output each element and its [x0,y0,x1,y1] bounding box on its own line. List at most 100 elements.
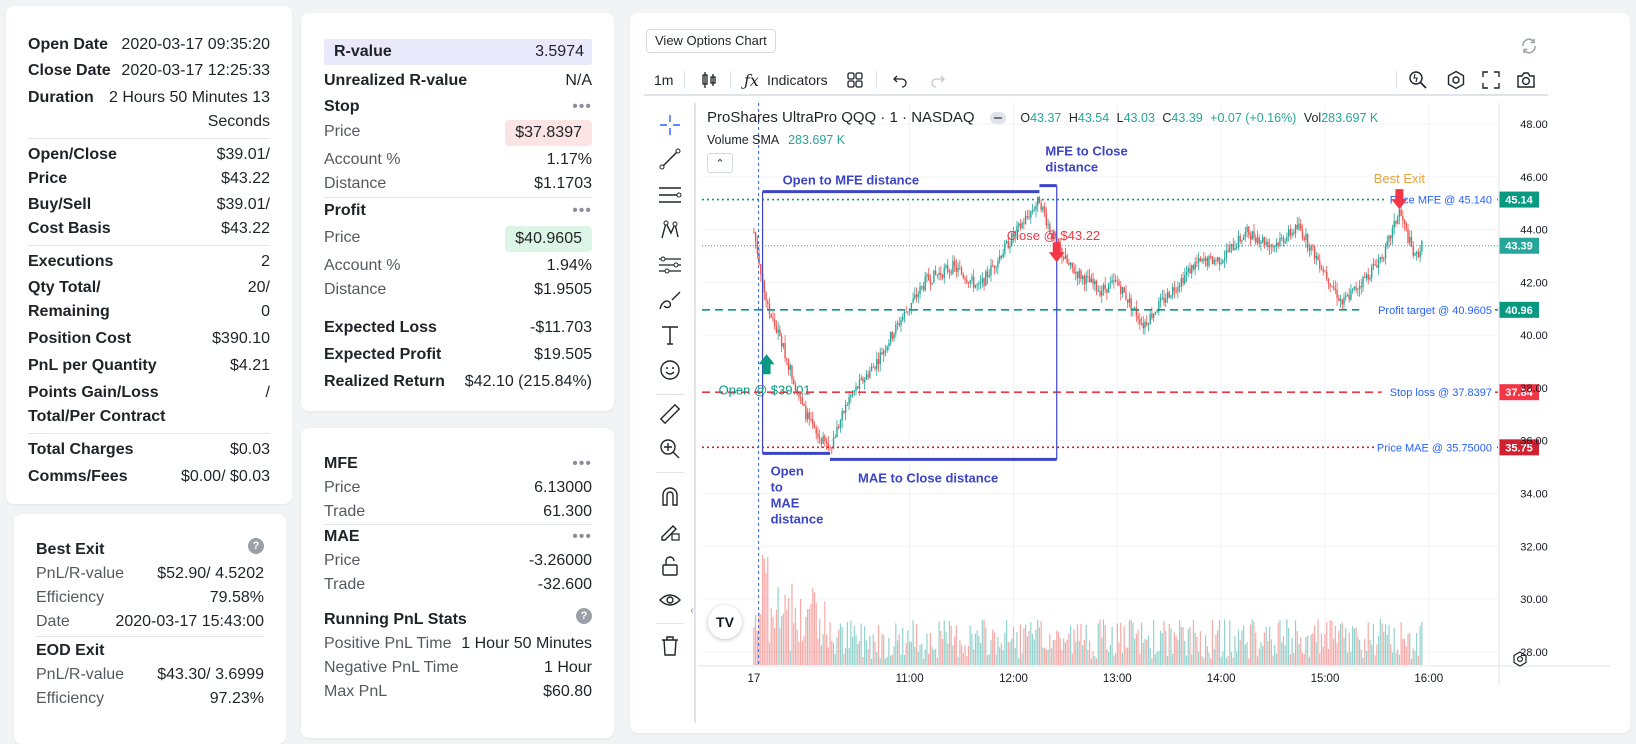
eye-icon[interactable] [648,585,692,615]
candle-body [1097,290,1099,292]
volume-bar [831,640,833,665]
price-chart[interactable]: Price MFE @ 45.140 45.14 43.39 Profit targe… [698,103,1610,723]
volume-bar [1011,638,1013,665]
profit-distance-row: Distance $1.9505 [324,281,592,298]
axis-settings-icon[interactable] [1512,651,1528,667]
layout-grid-icon[interactable] [846,67,864,93]
candle-body [877,359,880,365]
candle-body [817,433,819,438]
candle-body [1289,229,1292,236]
candle-body [1194,262,1196,270]
horizontal-lines-icon[interactable] [648,180,692,210]
collapse-toolbar-handle[interactable]: ‹ [690,603,694,617]
brush-icon[interactable] [648,285,692,315]
volume-bar [1277,622,1279,665]
candle-body [1336,289,1338,298]
candle-body [1071,262,1074,269]
undo-icon[interactable] [892,67,908,93]
camera-icon[interactable] [1516,67,1536,93]
candle-body [1147,324,1150,326]
mae-more-menu-icon[interactable]: ••• [572,528,592,545]
volume-bar [860,623,862,665]
volume-bar [1087,649,1089,665]
symbol-title[interactable]: ProShares UltraPro QQQ · 1 · NASDAQ [707,109,975,126]
crosshair-icon[interactable] [648,110,692,140]
interval-button[interactable]: 1m [654,72,674,88]
volume-bar [1223,619,1226,665]
candle-body [1004,242,1006,254]
candle-body [1338,297,1340,301]
refresh-icon[interactable] [1520,37,1538,55]
volume-bar [867,649,869,665]
candle-body [1126,299,1129,303]
volume-bar [846,622,848,665]
collapse-indicators-button[interactable]: ⌃ [707,153,733,173]
mfe-more-menu-icon[interactable]: ••• [572,455,592,472]
stop-more-menu-icon[interactable]: ••• [572,98,592,115]
profit-more-menu-icon[interactable]: ••• [572,202,592,219]
candle-body [934,270,937,275]
volume-bar [1189,627,1191,665]
candle-body [931,282,933,284]
candle-body [1325,272,1328,279]
volume-bar [962,653,964,665]
draw-lock-icon[interactable] [648,516,692,546]
volume-bar [1142,642,1144,665]
trend-line-icon[interactable] [648,144,692,174]
candle-body [1135,307,1138,317]
candle-body [1208,256,1210,266]
candle-body [1261,237,1264,243]
volume-bar [981,619,983,665]
redo-icon[interactable] [930,67,946,93]
candle-body [1358,286,1361,290]
volume-bar [1196,636,1198,665]
lock-icon[interactable] [648,551,692,581]
zoom-in-icon[interactable] [648,434,692,464]
help-icon[interactable]: ? [248,538,264,554]
settings-icon[interactable] [1446,67,1466,93]
volume-bar [1243,625,1245,665]
volume-bar [1262,645,1264,665]
view-options-chart-button[interactable]: View Options Chart [646,29,776,53]
magnet-icon[interactable] [648,481,692,511]
volume-bar [1154,654,1156,665]
trash-icon[interactable] [648,631,692,661]
ruler-icon[interactable] [648,399,692,429]
volume-bar [1159,630,1162,665]
candle-body [1414,253,1416,256]
candle-body [1346,295,1349,297]
fullscreen-icon[interactable] [1482,67,1500,93]
indicators-button[interactable]: ƒx Indicators [744,70,828,90]
pattern-icon[interactable] [648,215,692,245]
candle-body [810,419,812,421]
profit-target-price-tag [1499,301,1539,318]
candle-body [971,276,973,281]
last-price-price-tag-label: 43.39 [1505,241,1533,253]
volume-bar [1198,651,1200,665]
price-mae-label: Price MAE @ 35.75000 [1377,442,1492,454]
text-tool-icon[interactable] [648,320,692,350]
candle-body [1062,257,1065,259]
candle-body [1030,211,1032,218]
candle-body [779,329,781,337]
candle-body [1370,266,1373,278]
candle-type-icon[interactable] [700,67,718,93]
candle-body [1319,260,1321,269]
volume-bar [1210,658,1212,665]
emoji-icon[interactable] [648,355,692,385]
prediction-tools-icon[interactable] [648,250,692,280]
collapse-legend-icon[interactable] [990,112,1007,125]
y-tick-label: 36.00 [1520,436,1548,448]
volume-bar [1108,652,1110,665]
volume-bar [1184,640,1186,665]
candle-body [1109,282,1112,284]
candle-body [1353,286,1356,289]
candle-body [1066,255,1068,263]
help-icon[interactable]: ? [576,608,592,624]
best-exit-date-row: Date 2020-03-17 15:43:00 [36,613,264,630]
volume-bar [850,620,852,665]
quick-search-icon[interactable] [1408,67,1428,93]
y-tick-label: 32.00 [1520,541,1548,553]
volume-bar [1256,656,1259,665]
volume-bar [841,626,843,665]
